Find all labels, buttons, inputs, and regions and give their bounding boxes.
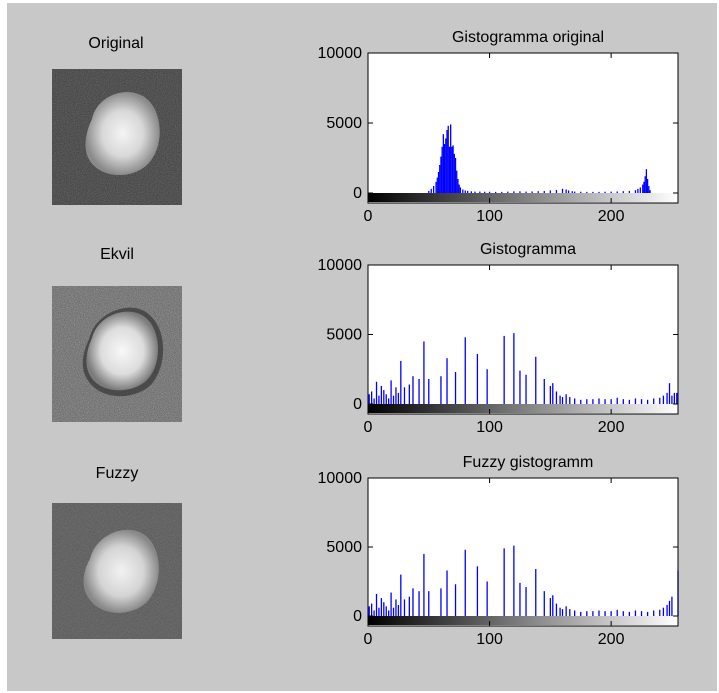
- image-title-ekvil: Ekvil: [100, 246, 134, 263]
- axes-background: [368, 265, 678, 414]
- fuzzy-image: [52, 503, 182, 639]
- y-tick-label: 5000: [326, 327, 362, 344]
- x-tick-label: 0: [364, 631, 373, 648]
- histogram-title: Gistogramma: [480, 241, 576, 258]
- x-tick-label: 0: [364, 419, 373, 436]
- histogram-title: Gistogramma original: [452, 29, 604, 46]
- histogram-panel-2: 0 5000 10000 0 100 200 Fuzzy gistogramm: [318, 454, 679, 648]
- grayscale-colorbar: [368, 193, 678, 202]
- axes-frame: [367, 52, 679, 204]
- figure-window: Original Ekvil Fuzzy: [7, 3, 717, 691]
- x-tick-label: 200: [598, 631, 625, 648]
- image-title-fuzzy: Fuzzy: [95, 465, 139, 482]
- y-tick-label: 0: [353, 185, 362, 202]
- y-tick-label: 0: [353, 396, 362, 413]
- x-tick-label: 200: [598, 208, 625, 225]
- x-tick-label: 100: [476, 208, 503, 225]
- image-title-original: Original: [88, 35, 144, 52]
- x-tick-label: 200: [598, 419, 625, 436]
- y-tick-label: 10000: [318, 470, 363, 487]
- ekvil-image: [52, 286, 182, 422]
- axes-background: [368, 478, 678, 626]
- histogram-title: Fuzzy gistogramm: [463, 454, 594, 471]
- grayscale-colorbar: [368, 616, 678, 625]
- x-tick-label: 0: [364, 208, 373, 225]
- y-tick-label: 0: [353, 608, 362, 625]
- x-tick-label: 100: [476, 631, 503, 648]
- histogram-panel-1: 0 5000 10000 0 100 200 Gistogramma: [318, 241, 679, 436]
- y-tick-label: 5000: [326, 539, 362, 556]
- original-image: [52, 69, 182, 205]
- x-tick-label: 100: [476, 419, 503, 436]
- axes-background: [368, 53, 678, 203]
- axes-frame: [367, 264, 679, 415]
- y-tick-label: 10000: [318, 257, 363, 274]
- axes-frame: [367, 477, 679, 627]
- histogram-panel-0: 0 5000 10000 0 100 200 Gistogramma original: [318, 29, 679, 225]
- y-tick-label: 5000: [326, 115, 362, 132]
- grayscale-colorbar: [368, 404, 678, 413]
- y-tick-label: 10000: [318, 45, 363, 62]
